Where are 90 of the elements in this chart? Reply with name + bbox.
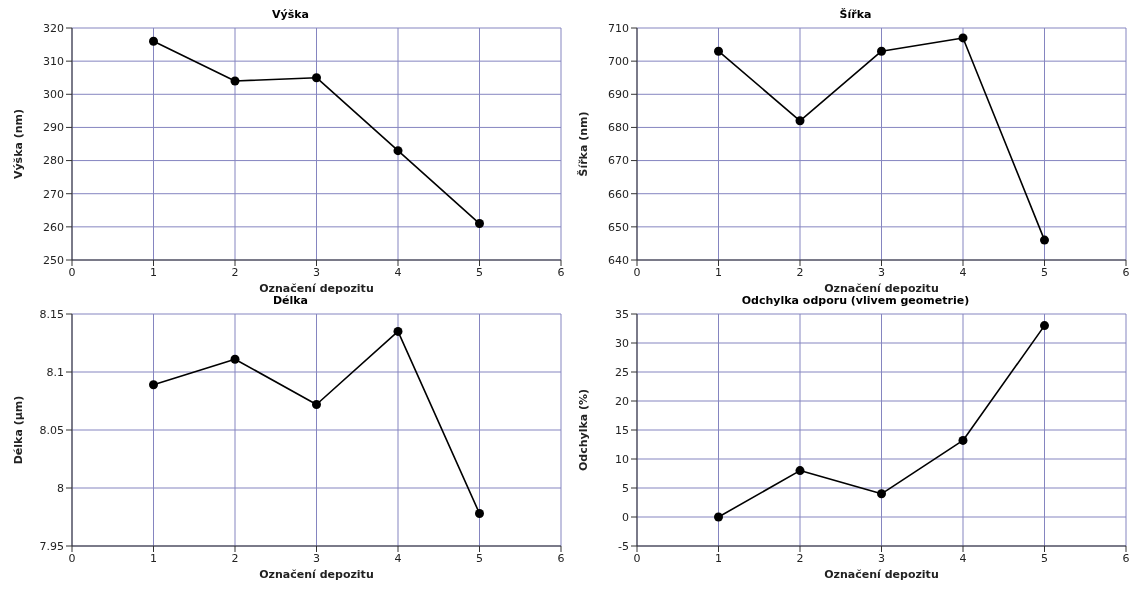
y-tick-label: 680 <box>608 121 629 135</box>
chart-title: Šířka <box>838 8 873 22</box>
point <box>393 326 403 336</box>
chart-title: Délka <box>271 294 310 308</box>
x-tick-label: 4 <box>959 551 967 565</box>
x-tick-label: 4 <box>394 265 402 279</box>
x-tick-label: 3 <box>878 551 885 565</box>
y-tick-label: 300 <box>43 88 64 102</box>
point <box>795 116 805 126</box>
y-axis-title: Délka (µm) <box>11 395 25 465</box>
x-tick-label: 5 <box>476 265 483 279</box>
x-tick-label: 5 <box>1041 551 1048 565</box>
y-tick-label: 280 <box>43 154 64 168</box>
point <box>958 33 968 43</box>
chart-title: Odchylka odporu (vlivem geometrie) <box>740 294 971 308</box>
y-tick-label: 8.1 <box>46 365 64 379</box>
x-tick-label: 0 <box>633 551 641 565</box>
x-axis-title: Označení depozitu <box>259 568 374 581</box>
point <box>475 509 484 519</box>
point <box>714 512 723 522</box>
point <box>230 354 240 364</box>
y-axis-title: Šířka (nm) <box>576 111 590 177</box>
point <box>312 73 321 83</box>
y-tick-label: 35 <box>615 307 629 321</box>
y-tick-label: 650 <box>608 220 629 234</box>
x-axis-title: Označení depozitu <box>259 282 374 295</box>
y-tick-label: 8.05 <box>39 423 64 437</box>
y-tick-label: 0 <box>622 510 629 524</box>
y-tick-label: 670 <box>608 154 629 168</box>
x-tick-label: 5 <box>1041 265 1048 279</box>
chart-title: Výška <box>271 8 310 22</box>
x-tick-label: 0 <box>633 265 641 279</box>
point <box>312 399 321 409</box>
x-tick-label: 0 <box>68 265 76 279</box>
point <box>149 36 158 46</box>
y-axis-title: Odchylka (%) <box>576 388 590 472</box>
point <box>795 466 805 476</box>
point <box>1040 321 1049 331</box>
x-tick-label: 4 <box>394 551 402 565</box>
x-tick-label: 1 <box>715 265 722 279</box>
x-tick-label: 3 <box>313 551 320 565</box>
x-tick-label: 5 <box>476 551 483 565</box>
x-tick-label: 6 <box>557 265 565 279</box>
point <box>877 46 886 56</box>
x-tick-label: 1 <box>150 551 157 565</box>
point <box>149 380 158 390</box>
x-tick-label: 2 <box>231 265 239 279</box>
x-axis-title: Označení depozitu <box>824 568 939 581</box>
y-tick-label: -5 <box>618 539 629 553</box>
x-axis-title: Označení depozitu <box>824 282 939 295</box>
y-tick-label: 710 <box>608 21 629 35</box>
y-tick-label: 270 <box>43 187 64 201</box>
point <box>714 46 723 56</box>
x-tick-label: 4 <box>959 265 967 279</box>
point <box>475 219 484 229</box>
y-tick-label: 700 <box>608 55 629 69</box>
y-tick-label: 8.15 <box>39 307 64 321</box>
x-tick-label: 1 <box>715 551 722 565</box>
x-tick-label: 2 <box>796 265 804 279</box>
y-axis-title: Výška (nm) <box>11 108 25 180</box>
y-tick-label: 7.95 <box>39 539 64 553</box>
point <box>393 146 403 156</box>
x-tick-label: 6 <box>1122 551 1130 565</box>
y-tick-label: 320 <box>43 21 64 35</box>
y-tick-label: 10 <box>615 452 629 466</box>
x-tick-label: 2 <box>796 551 804 565</box>
y-tick-label: 5 <box>622 481 629 495</box>
x-tick-label: 2 <box>231 551 239 565</box>
y-tick-label: 260 <box>43 220 64 234</box>
x-tick-label: 1 <box>150 265 157 279</box>
y-tick-label: 660 <box>608 187 629 201</box>
y-tick-label: 250 <box>43 253 64 267</box>
point <box>230 76 240 86</box>
point <box>1040 235 1049 245</box>
y-tick-label: 640 <box>608 253 629 267</box>
y-tick-label: 30 <box>615 336 629 350</box>
point <box>958 435 968 445</box>
y-tick-label: 25 <box>615 365 629 379</box>
y-tick-label: 20 <box>615 394 629 408</box>
y-tick-label: 690 <box>608 88 629 102</box>
y-tick-label: 290 <box>43 121 64 135</box>
x-tick-label: 3 <box>878 265 885 279</box>
y-tick-label: 15 <box>615 423 629 437</box>
x-tick-label: 6 <box>557 551 565 565</box>
x-tick-label: 3 <box>313 265 320 279</box>
x-tick-label: 6 <box>1122 265 1130 279</box>
y-tick-label: 310 <box>43 55 64 69</box>
x-tick-label: 0 <box>68 551 76 565</box>
y-tick-label: 8 <box>57 481 64 495</box>
point <box>877 489 886 499</box>
